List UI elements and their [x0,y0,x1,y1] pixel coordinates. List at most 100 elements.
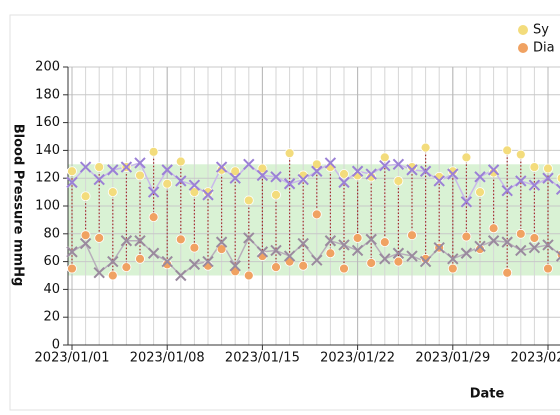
dot [502,267,513,278]
x-marker [351,165,364,177]
dot [162,259,173,270]
dot [339,263,349,274]
x-marker [93,173,105,186]
dot [556,173,560,183]
x-marker [297,237,309,250]
dot [94,162,105,172]
dot [271,262,281,273]
x-marker [202,189,214,201]
x-marker [351,244,364,257]
x-marker [175,175,187,187]
legend-swatch [518,43,528,53]
dot [488,167,499,178]
x-marker [542,239,554,251]
dot [135,253,145,264]
dot [135,170,145,181]
x-marker [433,241,445,254]
dot [475,187,485,198]
x-marker [270,244,282,257]
x-marker [365,233,377,246]
legend-label: Sy [533,23,549,38]
x-marker [555,183,560,196]
legend-swatch [518,25,528,35]
x-marker [419,165,432,177]
dot [80,230,91,241]
x-marker [79,237,92,250]
x-marker [406,164,418,176]
dot [488,223,499,234]
dot [189,242,200,253]
x-marker [134,235,146,247]
x-marker [460,196,473,208]
dot [352,233,363,243]
y-tick-label: 20 [43,310,60,325]
x-marker [215,161,228,173]
x-marker [215,236,228,248]
dot [420,253,431,264]
x-marker [419,255,432,268]
y-tick-label: 120 [35,171,60,186]
dot [148,212,159,223]
x-marker [338,176,350,189]
dot [407,162,417,172]
x-marker [297,173,309,186]
x-tick-label: 2023/01/15 [225,351,300,366]
y-tick-label: 0 [52,338,60,353]
y-tick-label: 40 [43,282,60,297]
x-marker [93,267,105,279]
x-marker [501,185,513,197]
x-marker [256,169,269,182]
x-marker [501,236,513,248]
x-marker [447,168,459,180]
x-marker [202,255,214,268]
x-marker [311,165,323,177]
x-marker [392,158,405,171]
dot [515,228,526,239]
dot [271,189,281,200]
x-marker [79,161,92,173]
x-marker [515,175,527,187]
x-marker [338,239,350,251]
x-tick-label: 2023/01/22 [320,351,395,366]
dot [515,149,526,160]
x-marker [528,241,541,254]
x-marker [406,250,418,262]
dot [447,166,458,177]
x-marker [542,172,554,184]
x-marker [379,253,391,265]
dot [148,146,159,157]
x-marker [229,172,241,184]
dot [298,260,309,271]
x-marker [107,255,119,268]
x-marker [515,244,527,257]
y-axis-label: Blood Pressure mmHg [11,124,26,287]
dot [257,163,268,174]
dot [94,233,105,243]
dot [203,187,213,198]
y-tick-label: 180 [35,87,60,102]
dot [67,263,77,274]
x-marker [270,171,282,183]
dot [230,166,241,177]
dot [243,195,254,206]
dot [284,148,295,159]
x-marker [487,164,500,176]
x-marker [324,157,337,169]
x-marker [324,235,337,247]
x-tick-label: 2023/02/05 [511,351,560,366]
x-marker [188,258,201,271]
x-marker [487,235,500,247]
x-marker [229,260,241,272]
y-tick-label: 200 [35,60,60,75]
x-axis-label: Date [470,387,505,402]
dot [175,234,186,245]
dot [243,270,254,281]
y-tick-label: 160 [35,115,60,130]
dot [543,163,553,174]
dot [407,230,417,241]
dot [175,156,186,167]
x-marker [433,175,445,187]
x-marker [243,158,255,171]
dot [379,152,390,163]
dot [162,178,173,189]
